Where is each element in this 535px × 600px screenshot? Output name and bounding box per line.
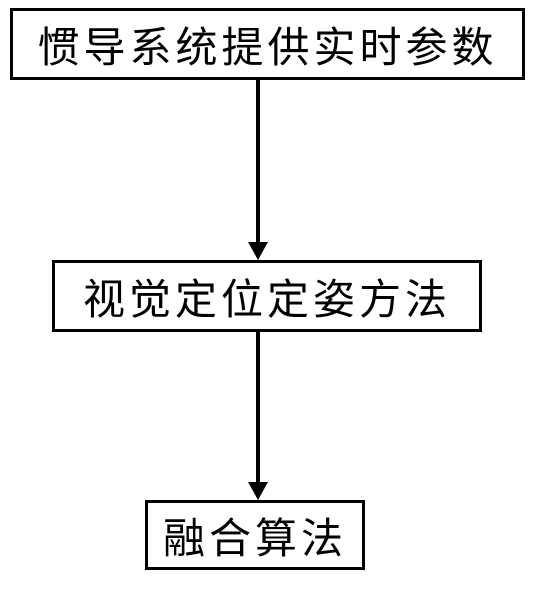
arrow-head-icon bbox=[248, 242, 268, 260]
flowchart-node-3: 融合算法 bbox=[145, 500, 365, 570]
arrow-line bbox=[256, 80, 260, 244]
flowchart-arrow-1 bbox=[248, 80, 268, 260]
flowchart-container: 惯导系统提供实时参数 视觉定位定姿方法 融合算法 bbox=[0, 0, 535, 600]
node-label: 融合算法 bbox=[163, 505, 347, 566]
arrow-head-icon bbox=[248, 482, 268, 500]
flowchart-node-1: 惯导系统提供实时参数 bbox=[10, 8, 525, 80]
flowchart-node-2: 视觉定位定姿方法 bbox=[52, 260, 482, 332]
arrow-line bbox=[256, 332, 260, 484]
node-label: 惯导系统提供实时参数 bbox=[37, 14, 497, 75]
flowchart-arrow-2 bbox=[248, 332, 268, 500]
node-label: 视觉定位定姿方法 bbox=[83, 266, 451, 327]
